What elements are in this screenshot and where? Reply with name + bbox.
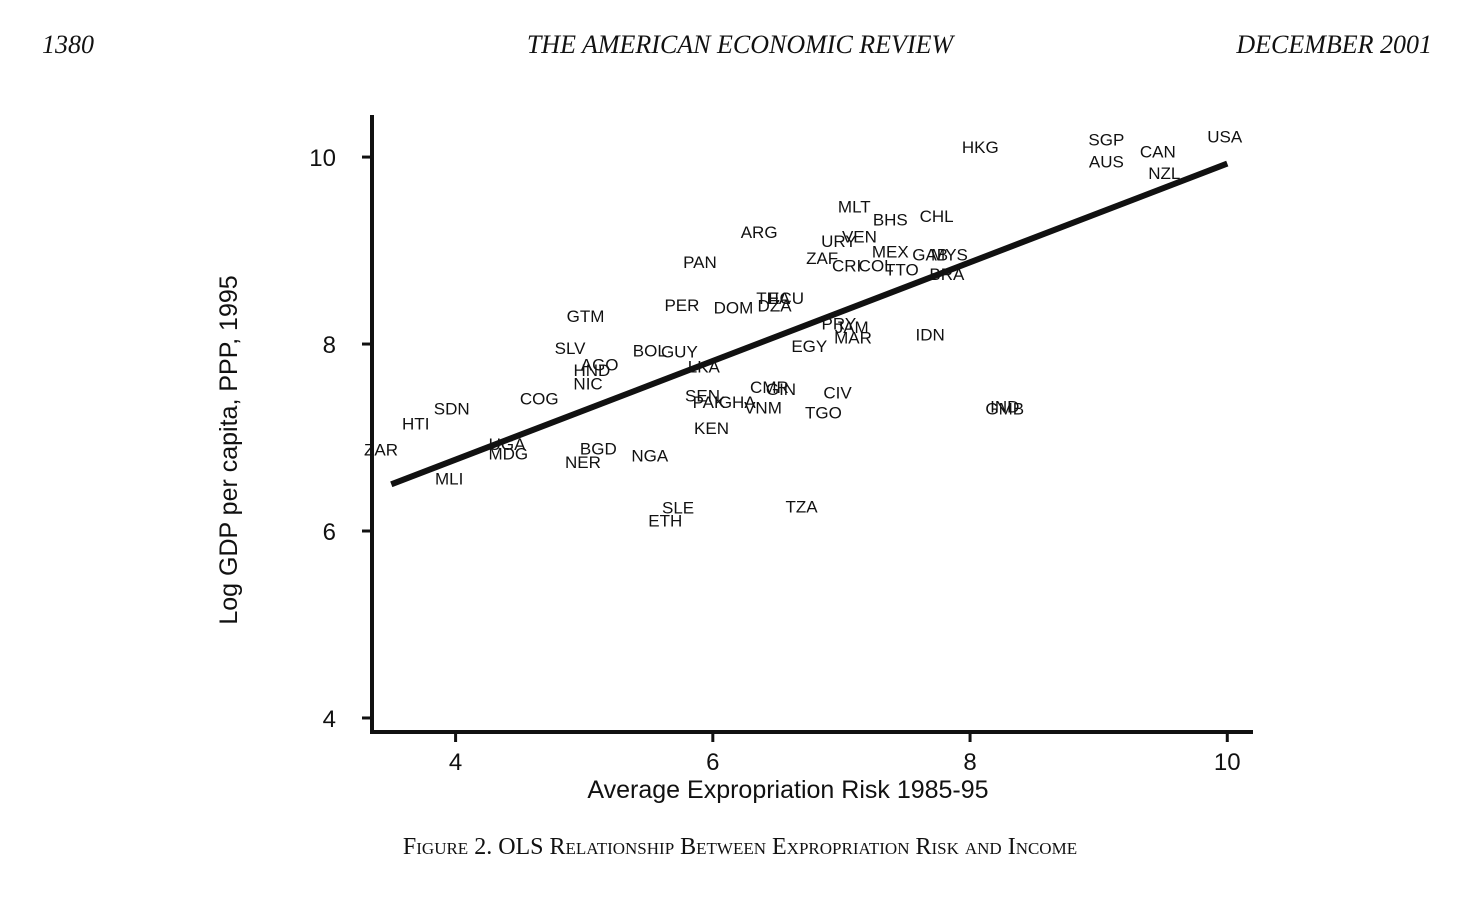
point-label-mlt: MLT [838, 198, 871, 217]
y-tick-label: 6 [323, 519, 336, 546]
x-tick-label: 8 [963, 749, 976, 776]
y-tick-label: 4 [323, 706, 336, 733]
point-label-ecu: ECU [768, 289, 804, 308]
point-label-tza: TZA [786, 498, 819, 517]
point-label-mex: MEX [872, 242, 909, 261]
point-label-gin: GIN [766, 380, 796, 399]
point-label-tgo: TGO [805, 403, 842, 422]
ols-fit-line [390, 160, 1229, 488]
point-label-vnm: VNM [744, 399, 782, 418]
point-label-civ: CIV [823, 384, 852, 403]
point-label-ken: KEN [694, 419, 729, 438]
point-label-ury: URY [821, 232, 857, 251]
y-tick-label: 10 [309, 145, 336, 172]
point-label-egy: EGY [791, 337, 827, 356]
point-label-tto: TTO [885, 260, 919, 279]
point-label-ind: IND [990, 398, 1019, 417]
point-label-dza: DZA [758, 297, 793, 316]
point-label-cri: CRI [832, 257, 861, 276]
point-label-col: COL [859, 257, 894, 276]
point-label-sgp: SGP [1088, 130, 1124, 149]
fit-line-layer [390, 160, 1229, 488]
point-label-nzl: NZL [1148, 164, 1180, 183]
point-label-mdg: MDG [488, 444, 528, 463]
point-label-bol: BOL [633, 342, 667, 361]
figure-caption: Figure 2. OLS Relationship Between Expro… [402, 834, 1078, 860]
x-tick-label: 6 [706, 749, 719, 776]
axes: 4 6 8 10 4 6 8 10 [309, 115, 1253, 776]
point-label-zar: ZAR [364, 441, 398, 460]
point-label-sle: SLE [662, 499, 694, 518]
x-tick-label: 10 [1214, 749, 1241, 776]
point-label-sdn: SDN [434, 400, 470, 419]
point-label-tha: THA [756, 289, 791, 308]
point-label-eth: ETH [648, 512, 682, 531]
point-label-mar: MAR [834, 328, 872, 347]
x-axis-title: Average Expropriation Risk 1985-95 [587, 776, 988, 804]
point-label-uga: UGA [489, 435, 527, 454]
point-label-usa: USA [1207, 128, 1243, 147]
point-label-bhs: BHS [873, 211, 908, 230]
point-label-ner: NER [565, 453, 601, 472]
page-number: 1380 [42, 30, 94, 59]
point-label-slv: SLV [555, 339, 587, 358]
point-label-gab: GAB [912, 245, 948, 264]
issue-date: DECEMBER 2001 [1236, 30, 1432, 59]
point-label-per: PER [664, 296, 699, 315]
point-label-mli: MLI [435, 470, 463, 489]
point-label-nga: NGA [631, 446, 669, 465]
point-label-hnd: HND [574, 361, 611, 380]
point-label-ago: AGO [581, 356, 619, 375]
point-label-pan: PAN [683, 253, 717, 272]
point-label-ven: VEN [842, 228, 877, 247]
point-label-zaf: ZAF [806, 249, 838, 268]
point-label-gha: GHA [719, 393, 757, 412]
point-label-pak: PAK [693, 393, 726, 412]
point-label-can: CAN [1140, 142, 1176, 161]
point-label-hti: HTI [402, 415, 429, 434]
point-label-guy: GUY [661, 343, 698, 362]
y-axis-title: Log GDP per capita, PPP, 1995 [215, 275, 243, 624]
point-label-bra: BRA [929, 265, 965, 284]
point-label-cmr: CMR [750, 378, 789, 397]
point-label-gtm: GTM [567, 307, 605, 326]
point-label-nic: NIC [573, 374, 602, 393]
point-label-sen: SEN [685, 386, 720, 405]
point-label-cog: COG [520, 389, 559, 408]
point-label-idn: IDN [916, 326, 945, 345]
point-label-mys: MYS [931, 245, 968, 264]
point-label-arg: ARG [741, 223, 778, 242]
x-tick-label: 4 [449, 749, 462, 776]
point-label-gmb: GMB [985, 400, 1024, 419]
point-label-jam: JAM [835, 318, 869, 337]
point-label-bgd: BGD [580, 440, 617, 459]
point-label-lka: LKA [688, 357, 721, 376]
point-label-hkg: HKG [962, 138, 999, 157]
journal-title: THE AMERICAN ECONOMIC REVIEW [526, 30, 954, 59]
point-label-dom: DOM [714, 299, 754, 318]
point-label-pry: PRY [822, 314, 857, 333]
point-label-chl: CHL [920, 207, 954, 226]
point-label-aus: AUS [1089, 153, 1124, 172]
y-tick-label: 8 [323, 332, 336, 359]
